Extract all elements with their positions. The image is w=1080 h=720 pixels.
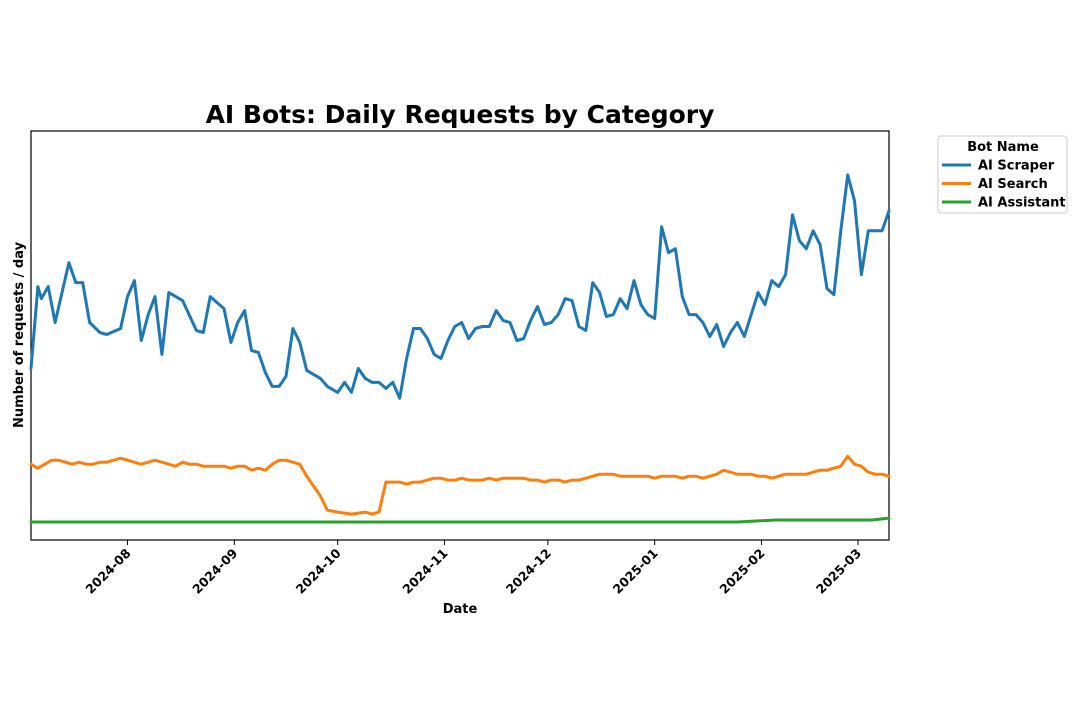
legend-title: Bot Name <box>967 140 1039 155</box>
x-tick-label: 2025-01 <box>610 546 661 597</box>
x-axis-label: Date <box>443 602 478 617</box>
legend: Bot Name AI Scraper AI Search AI Assistant <box>937 135 1068 214</box>
x-tick-label: 2025-02 <box>716 546 767 597</box>
plot-frame <box>30 130 890 541</box>
y-axis-label: Number of requests / day <box>12 241 27 428</box>
x-tick-label: 2024-09 <box>189 546 240 597</box>
legend-box <box>937 135 1068 214</box>
x-tick-label: 2024-11 <box>399 546 450 597</box>
x-tick-label: 2024-12 <box>503 546 554 597</box>
x-axis-ticks: 2024-08 2024-09 2024-10 2024-11 2024-12 2025-… <box>82 540 864 597</box>
series-layer <box>29 173 891 524</box>
legend-label: AI Scraper <box>978 159 1055 174</box>
chart-title: AI Bots: Daily Requests by Category <box>206 100 715 129</box>
series-line-ai-assistant <box>29 516 891 524</box>
legend-label: AI Assistant <box>978 196 1066 211</box>
legend-label: AI Search <box>978 177 1048 192</box>
x-tick-label: 2024-10 <box>293 545 344 596</box>
series-line-ai-search <box>29 454 891 516</box>
legend-items: AI Scraper AI Search AI Assistant <box>942 159 1066 211</box>
series-line-ai-scraper <box>29 173 891 400</box>
x-tick-label: 2025-03 <box>813 546 864 597</box>
x-tick-label: 2024-08 <box>82 546 133 597</box>
